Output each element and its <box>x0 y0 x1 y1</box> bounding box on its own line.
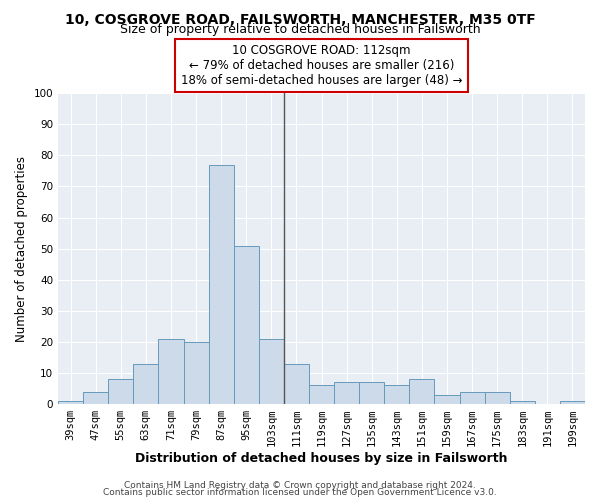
Bar <box>209 164 233 404</box>
Bar <box>184 342 209 404</box>
X-axis label: Distribution of detached houses by size in Failsworth: Distribution of detached houses by size … <box>135 452 508 465</box>
Bar <box>359 382 384 404</box>
Text: 10, COSGROVE ROAD, FAILSWORTH, MANCHESTER, M35 0TF: 10, COSGROVE ROAD, FAILSWORTH, MANCHESTE… <box>65 12 535 26</box>
Y-axis label: Number of detached properties: Number of detached properties <box>15 156 28 342</box>
Bar <box>460 392 485 404</box>
Bar <box>510 401 535 404</box>
Text: Contains public sector information licensed under the Open Government Licence v3: Contains public sector information licen… <box>103 488 497 497</box>
Text: 10 COSGROVE ROAD: 112sqm
← 79% of detached houses are smaller (216)
18% of semi-: 10 COSGROVE ROAD: 112sqm ← 79% of detach… <box>181 44 462 87</box>
Bar <box>83 392 108 404</box>
Bar <box>259 339 284 404</box>
Bar <box>158 339 184 404</box>
Bar <box>284 364 309 404</box>
Bar <box>233 246 259 404</box>
Bar <box>309 386 334 404</box>
Text: Size of property relative to detached houses in Failsworth: Size of property relative to detached ho… <box>119 22 481 36</box>
Bar <box>560 401 585 404</box>
Bar <box>58 401 83 404</box>
Bar <box>133 364 158 404</box>
Bar <box>485 392 510 404</box>
Bar <box>434 395 460 404</box>
Text: Contains HM Land Registry data © Crown copyright and database right 2024.: Contains HM Land Registry data © Crown c… <box>124 480 476 490</box>
Bar <box>108 379 133 404</box>
Bar <box>334 382 359 404</box>
Bar <box>409 379 434 404</box>
Bar <box>384 386 409 404</box>
